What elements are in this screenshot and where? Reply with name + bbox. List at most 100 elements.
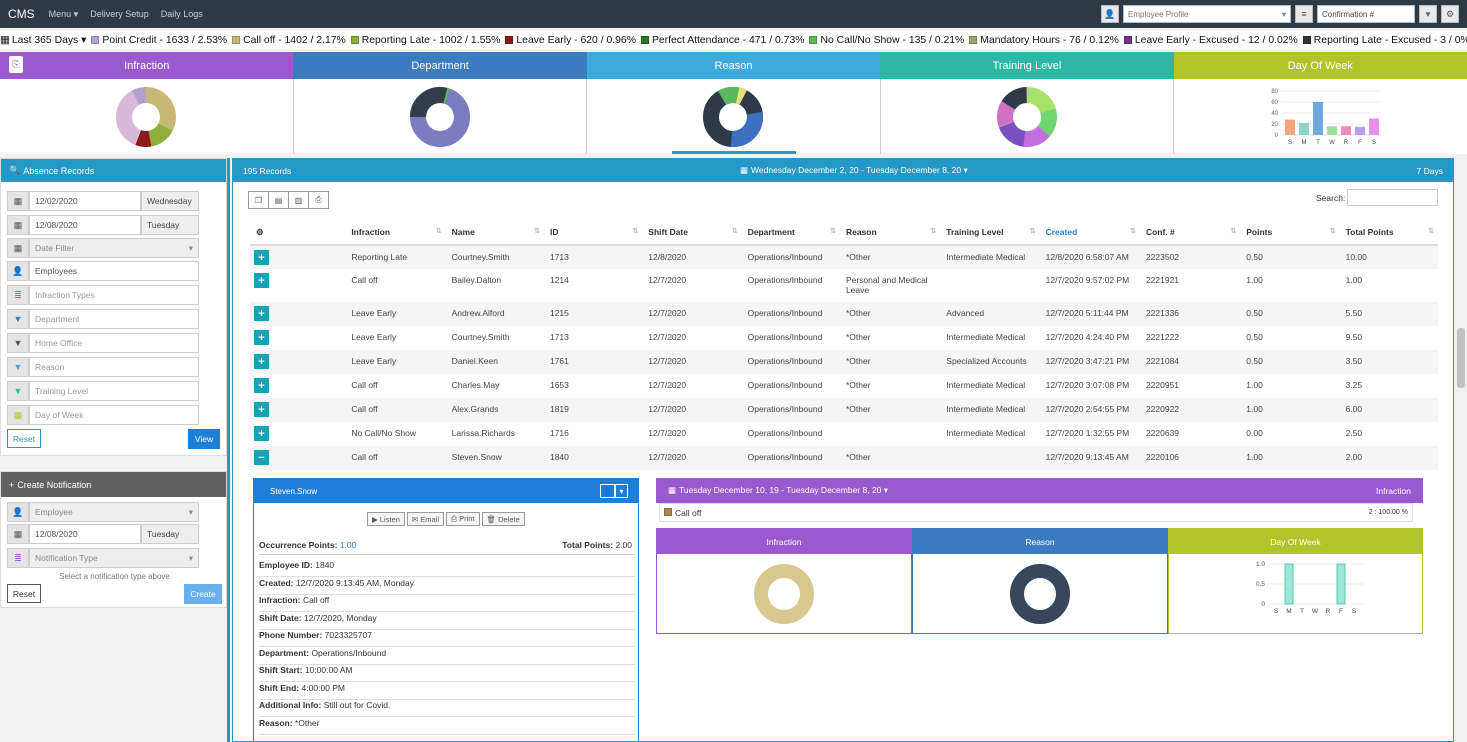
- expand-row-button[interactable]: +: [254, 378, 269, 393]
- copy-icon[interactable]: ❐: [248, 191, 269, 209]
- summary-reason-chart[interactable]: Reason: [912, 528, 1168, 634]
- nav-delivery-setup[interactable]: Delivery Setup: [90, 9, 149, 19]
- tab-infraction[interactable]: Infraction: [0, 52, 294, 79]
- date-to-input[interactable]: 12/08/2020: [29, 215, 141, 235]
- employee-profile-select[interactable]: Employee Profile ▾: [1123, 5, 1291, 23]
- ticker-item[interactable]: Point Credit - 1633 / 2.53%: [91, 35, 227, 46]
- table-row[interactable]: + Leave Early Andrew.Alford 1215 12/7/2020 Op…: [250, 302, 1438, 326]
- create-button[interactable]: Create: [184, 584, 222, 604]
- tab-department[interactable]: Department: [293, 52, 587, 79]
- delete-button[interactable]: 🗑 Delete: [481, 512, 525, 526]
- notif-employee-select[interactable]: Employee ▾: [29, 502, 199, 522]
- employees-input[interactable]: Employees: [29, 261, 199, 281]
- dow-bar[interactable]: [1312, 101, 1323, 135]
- pdf-icon[interactable]: ⎘: [9, 56, 23, 73]
- expand-row-button[interactable]: +: [254, 306, 269, 321]
- date-filter-select[interactable]: Date Filter ▾: [29, 238, 199, 258]
- ticker-item[interactable]: Reporting Late - Excused - 3 / 0%: [1302, 35, 1467, 46]
- table-row[interactable]: + Reporting Late Courtney.Smith 1713 12/8/20…: [250, 245, 1438, 269]
- scrollbar-thumb[interactable]: [1457, 328, 1465, 388]
- detail-user-dropdown[interactable]: 👤 ▾: [600, 484, 628, 498]
- date-from-input[interactable]: 12/02/2020: [29, 191, 141, 211]
- expand-row-button[interactable]: +: [254, 273, 269, 288]
- dow-bar[interactable]: [1354, 126, 1365, 135]
- email-button[interactable]: ✉ Email: [406, 512, 444, 526]
- dow-bar[interactable]: [1326, 125, 1337, 135]
- table-row[interactable]: + Leave Early Daniel.Keen 1761 12/7/2020 Oper…: [250, 350, 1438, 374]
- reason-input[interactable]: Reason: [29, 357, 199, 377]
- column-header[interactable]: Infraction ⇅: [345, 220, 446, 246]
- search-input[interactable]: [1347, 189, 1438, 206]
- department-input[interactable]: Department: [29, 309, 199, 329]
- ticker-item[interactable]: Reporting Late - 1002 / 1.55%: [350, 35, 500, 46]
- table-row[interactable]: − Call off Steven.Snow 1840 12/7/2020 Operati…: [250, 446, 1438, 470]
- table-row[interactable]: + Call off Charles.May 1653 12/7/2020 Operati…: [250, 374, 1438, 398]
- settings-gear-icon[interactable]: ⚙: [1441, 5, 1459, 23]
- print-icon[interactable]: ⎙: [308, 191, 329, 209]
- confirmation-input[interactable]: Confirmation #: [1317, 5, 1415, 23]
- ticker-item[interactable]: Call off - 1402 / 2.17%: [232, 35, 346, 46]
- expand-row-button[interactable]: +: [254, 402, 269, 417]
- column-header[interactable]: Conf. # ⇅: [1139, 220, 1241, 246]
- summary-infraction-chart[interactable]: Infraction: [656, 528, 912, 634]
- department-donut-chart[interactable]: [294, 79, 588, 154]
- notif-date-input[interactable]: 12/08/2020: [29, 524, 141, 544]
- column-header[interactable]: Training Level ⇅: [940, 220, 1040, 246]
- home-office-input[interactable]: Home Office: [29, 333, 199, 353]
- summary-date-range[interactable]: ▦ Tuesday December 10, 19 - Tuesday Decem…: [668, 485, 888, 496]
- column-header[interactable]: ID ⇅: [543, 220, 643, 246]
- column-header[interactable]: Created ⇅: [1039, 220, 1140, 246]
- dow-bar[interactable]: [1284, 563, 1294, 605]
- collapse-row-button[interactable]: −: [254, 450, 269, 465]
- expand-row-button[interactable]: +: [254, 426, 269, 441]
- page-scrollbar[interactable]: [1455, 158, 1467, 742]
- records-date-range[interactable]: ▦ Wednesday December 2, 20 - Tuesday Dece…: [740, 165, 968, 176]
- column-header[interactable]: Shift Date ⇅: [642, 220, 742, 246]
- infraction-donut-chart[interactable]: [0, 79, 294, 154]
- training-level-donut-chart[interactable]: [881, 79, 1175, 154]
- day-of-week-input[interactable]: Day of Week: [29, 405, 199, 425]
- summary-day-chart[interactable]: Day Of Week 1.0 0.5 0 S M T W R F S: [1168, 528, 1423, 634]
- day-of-week-bar-chart[interactable]: 80 60 40 20 0 S M T W R F S: [1174, 79, 1467, 154]
- tab-day-of-week[interactable]: Day Of Week: [1173, 52, 1467, 79]
- print-button[interactable]: ⎙ Print: [446, 512, 480, 526]
- tab-training-level[interactable]: Training Level: [880, 52, 1174, 79]
- excel-icon[interactable]: ▤: [268, 191, 289, 209]
- ticker-item[interactable]: Perfect Attendance - 471 / 0.73%: [640, 35, 804, 46]
- ticker-item[interactable]: No Call/No Show - 135 / 0.21%: [809, 35, 964, 46]
- table-row[interactable]: + Call off Bailey.Dalton 1214 12/7/2020 Opera…: [250, 269, 1438, 302]
- column-header[interactable]: Reason ⇅: [839, 220, 941, 246]
- expand-row-button[interactable]: +: [254, 354, 269, 369]
- column-header[interactable]: Department ⇅: [741, 220, 840, 246]
- reason-donut-chart[interactable]: [587, 79, 881, 154]
- ticker-period[interactable]: ▦ Last 365 Days ▾: [0, 34, 86, 46]
- view-button[interactable]: View: [188, 429, 220, 449]
- notif-type-select[interactable]: Notification Type ▾: [29, 548, 199, 568]
- pdf-export-icon[interactable]: ▥: [288, 191, 309, 209]
- training-level-input[interactable]: Training Level: [29, 381, 199, 401]
- dow-bar[interactable]: [1368, 118, 1379, 135]
- dow-bar[interactable]: [1284, 119, 1295, 135]
- notif-reset-button[interactable]: Reset: [7, 584, 41, 603]
- column-settings[interactable]: ⚙: [250, 220, 346, 246]
- absence-reset-button[interactable]: Reset: [7, 429, 41, 448]
- dropdown-button[interactable]: ▾: [1419, 5, 1437, 23]
- expand-row-button[interactable]: +: [254, 250, 269, 265]
- infraction-types-input[interactable]: Infraction Types: [29, 285, 199, 305]
- ticker-item[interactable]: Leave Early - Excused - 12 / 0.02%: [1123, 35, 1298, 46]
- table-row[interactable]: + No Call/No Show Larissa.Richards 1716 12/7…: [250, 422, 1438, 446]
- ticker-item[interactable]: Mandatory Hours - 76 / 0.12%: [969, 35, 1119, 46]
- dow-bar[interactable]: [1340, 125, 1351, 135]
- dow-bar[interactable]: [1298, 122, 1309, 135]
- column-header[interactable]: Name ⇅: [445, 220, 544, 246]
- table-row[interactable]: + Call off Alex.Grands 1819 12/7/2020 Operati…: [250, 398, 1438, 422]
- nav-daily-logs[interactable]: Daily Logs: [160, 9, 203, 19]
- ticker-item[interactable]: Leave Early - 620 / 0.96%: [505, 35, 636, 46]
- table-row[interactable]: + Leave Early Courtney.Smith 1713 12/7/2020 O…: [250, 326, 1438, 350]
- tab-reason[interactable]: Reason: [586, 52, 881, 79]
- dow-bar[interactable]: [1336, 563, 1346, 605]
- listen-button[interactable]: ▶ Listen: [367, 512, 405, 526]
- column-header[interactable]: Total Points ⇅: [1339, 220, 1438, 246]
- brand-logo[interactable]: CMS: [8, 7, 35, 21]
- expand-row-button[interactable]: +: [254, 330, 269, 345]
